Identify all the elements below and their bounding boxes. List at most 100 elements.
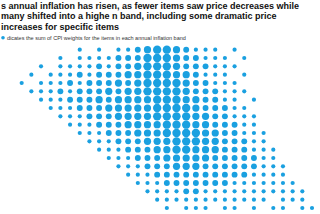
dot xyxy=(153,96,161,104)
dot xyxy=(202,138,209,145)
dot xyxy=(232,189,236,193)
dot xyxy=(58,56,62,60)
dot xyxy=(155,189,159,193)
dot xyxy=(125,96,132,103)
dot xyxy=(116,164,120,168)
dot xyxy=(135,47,141,53)
dot xyxy=(183,71,190,78)
dot xyxy=(163,129,171,137)
dot xyxy=(222,138,228,144)
dot xyxy=(232,163,238,169)
dot xyxy=(163,54,171,62)
dot xyxy=(154,121,161,128)
dot xyxy=(125,138,131,144)
dot xyxy=(145,163,151,169)
chart: s annual inflation has risen, as fewer i… xyxy=(0,0,320,214)
dot xyxy=(203,88,209,94)
dot xyxy=(58,81,62,85)
dot xyxy=(58,98,62,102)
dot xyxy=(58,73,62,77)
dot xyxy=(183,172,189,178)
dot xyxy=(232,130,238,136)
dot xyxy=(173,154,180,161)
dot xyxy=(182,129,190,137)
dot xyxy=(232,64,236,68)
subtitle: dicates the sum of CPI weights for the i… xyxy=(7,35,186,41)
title-line: many shifted into a highe n band, includ… xyxy=(1,11,277,21)
dot xyxy=(125,88,132,95)
dot xyxy=(163,87,171,95)
dot xyxy=(252,173,256,177)
dot xyxy=(163,71,171,79)
dot xyxy=(271,173,275,177)
dot xyxy=(136,181,140,185)
dot xyxy=(213,81,217,85)
dot xyxy=(242,181,246,185)
dot xyxy=(163,62,171,70)
dot xyxy=(222,105,228,111)
dot xyxy=(173,63,180,70)
dot xyxy=(68,123,72,127)
dot xyxy=(78,131,82,135)
dot xyxy=(106,72,112,78)
dot xyxy=(153,71,161,79)
dot xyxy=(165,189,169,193)
dot xyxy=(251,163,257,169)
dot xyxy=(192,129,200,137)
dot xyxy=(192,121,199,128)
dot xyxy=(126,156,130,160)
dot xyxy=(212,129,219,136)
dot xyxy=(20,81,24,85)
dot xyxy=(232,198,236,202)
dot xyxy=(192,104,199,111)
dot xyxy=(222,163,228,169)
dot xyxy=(87,131,91,135)
dot xyxy=(154,172,160,178)
dot xyxy=(145,155,151,161)
dot xyxy=(281,206,285,210)
dot xyxy=(77,88,83,94)
dot xyxy=(97,56,101,60)
dot xyxy=(174,189,178,193)
dot xyxy=(203,206,207,210)
dot xyxy=(203,56,207,60)
dot xyxy=(271,181,275,185)
dot xyxy=(202,121,209,128)
dot xyxy=(116,156,120,160)
dot xyxy=(232,172,238,178)
dot xyxy=(182,137,190,145)
dot xyxy=(252,148,256,152)
dot xyxy=(194,198,198,202)
dot xyxy=(232,81,236,85)
dot xyxy=(203,198,207,202)
dot xyxy=(78,48,82,52)
dot xyxy=(262,198,266,202)
dot xyxy=(163,104,171,112)
dot xyxy=(242,123,246,127)
dot xyxy=(134,71,141,78)
dot xyxy=(86,97,92,103)
dot xyxy=(232,48,236,52)
dot xyxy=(143,79,151,87)
dot xyxy=(172,96,180,104)
dot xyxy=(125,71,132,78)
dot xyxy=(106,80,112,86)
dot xyxy=(212,180,218,186)
dot xyxy=(262,173,266,177)
dot xyxy=(281,198,285,202)
dot xyxy=(212,172,218,178)
dot xyxy=(262,139,266,143)
dot xyxy=(262,164,266,168)
dot xyxy=(153,87,161,95)
dot xyxy=(223,56,227,60)
dot xyxy=(232,155,238,161)
dot xyxy=(126,48,130,52)
dot xyxy=(135,147,141,153)
dot xyxy=(310,206,314,210)
dot xyxy=(223,189,227,193)
dot xyxy=(241,172,247,178)
dot xyxy=(232,98,236,102)
dot xyxy=(173,46,180,53)
dot xyxy=(232,181,236,185)
dot xyxy=(241,155,247,161)
